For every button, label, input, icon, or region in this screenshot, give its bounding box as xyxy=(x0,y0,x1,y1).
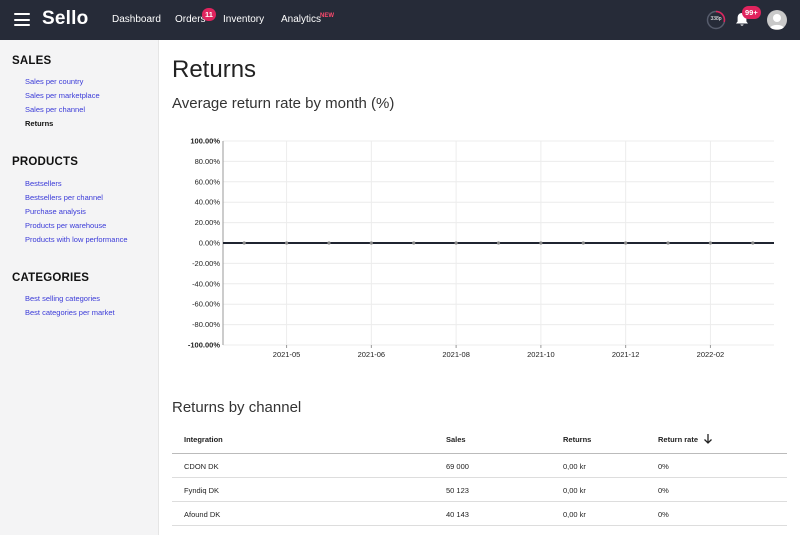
column-header-sales[interactable]: Sales xyxy=(446,435,466,444)
cell-returns: 0,00 kr xyxy=(563,510,586,519)
hamburger-icon[interactable] xyxy=(14,13,30,26)
new-tag: NEW xyxy=(320,13,334,19)
usage-label: 338p xyxy=(710,16,722,22)
sidebar-item-products-low-performance[interactable]: Products with low performance xyxy=(25,235,128,244)
data-point xyxy=(751,241,755,245)
x-tick-label: 2021-12 xyxy=(612,350,640,359)
y-tick-label: -60.00% xyxy=(192,300,220,309)
table-row[interactable]: CDON DK 69 000 0,00 kr 0% xyxy=(172,454,787,478)
cell-integration: CDON DK xyxy=(184,462,219,471)
y-tick-label: 0.00% xyxy=(199,239,221,248)
sidebar-item-sales-per-channel[interactable]: Sales per channel xyxy=(25,105,86,114)
cell-sales: 40 143 xyxy=(446,510,469,519)
chart-title: Average return rate by month (%) xyxy=(172,95,395,112)
data-point xyxy=(369,241,373,245)
column-header-integration[interactable]: Integration xyxy=(184,435,223,444)
sidebar: SALES Sales per country Sales per market… xyxy=(0,40,159,535)
nav-orders[interactable]: Orders xyxy=(175,14,206,25)
cell-return-rate: 0% xyxy=(658,462,669,471)
sidebar-item-bestsellers-per-channel[interactable]: Bestsellers per channel xyxy=(25,193,103,202)
y-tick-label: 60.00% xyxy=(195,177,221,186)
user-icon[interactable] xyxy=(767,10,787,30)
orders-count-badge: 11 xyxy=(202,8,216,21)
y-tick-label: -80.00% xyxy=(192,320,220,329)
data-point xyxy=(708,241,713,245)
return-rate-chart: 100.00% 80.00% 60.00% 40.00% 20.00% 0.00% -20.… xyxy=(188,137,774,359)
sidebar-item-best-categories-per-market[interactable]: Best categories per market xyxy=(25,308,115,317)
column-header-return-rate[interactable]: Return rate xyxy=(658,435,699,444)
sidebar-item-sales-per-country[interactable]: Sales per country xyxy=(25,77,84,86)
usage-indicator[interactable]: 338p xyxy=(706,10,726,30)
data-point xyxy=(284,241,289,245)
x-tick-label: 2021-05 xyxy=(273,350,301,359)
y-tick-label: -20.00% xyxy=(192,259,220,268)
sidebar-heading-sales: SALES xyxy=(12,55,52,67)
nav-analytics[interactable]: Analytics xyxy=(281,14,322,25)
table-row[interactable]: Afound DK 40 143 0,00 kr 0% xyxy=(172,502,787,526)
cell-integration: Afound DK xyxy=(184,510,221,519)
arrow-down-icon[interactable] xyxy=(702,432,714,444)
usage-ring-icon xyxy=(706,10,726,30)
cell-sales: 69 000 xyxy=(446,462,469,471)
data-point xyxy=(327,241,331,245)
column-header-returns[interactable]: Returns xyxy=(563,435,592,444)
y-tick-label: 20.00% xyxy=(195,218,221,227)
top-bar: Sello Dashboard Orders 11 Inventory Anal… xyxy=(0,0,800,40)
brand-logo[interactable]: Sello xyxy=(42,8,89,29)
x-tick-label: 2021-08 xyxy=(442,350,470,359)
data-point xyxy=(624,241,628,245)
cell-returns: 0,00 kr xyxy=(563,486,586,495)
x-tick-label: 2021-06 xyxy=(358,350,386,359)
sidebar-heading-categories: CATEGORIES xyxy=(12,272,90,284)
cell-integration: Fyndiq DK xyxy=(184,486,220,495)
y-tick-label: 100.00% xyxy=(190,137,220,146)
data-point xyxy=(412,241,416,245)
sidebar-item-bestsellers[interactable]: Bestsellers xyxy=(25,179,62,188)
data-point xyxy=(454,241,458,245)
cell-return-rate: 0% xyxy=(658,486,669,495)
cell-returns: 0,00 kr xyxy=(563,462,586,471)
table-row[interactable]: Fyndiq DK 50 123 0,00 kr 0% xyxy=(172,478,787,502)
notifications-badge: 99+ xyxy=(742,6,761,19)
sidebar-item-returns[interactable]: Returns xyxy=(25,119,54,128)
data-point xyxy=(539,241,543,245)
y-tick-label: -100.00% xyxy=(188,341,220,350)
cell-return-rate: 0% xyxy=(658,510,669,519)
sidebar-item-purchase-analysis[interactable]: Purchase analysis xyxy=(25,207,86,216)
nav-dashboard[interactable]: Dashboard xyxy=(112,14,161,25)
data-point xyxy=(242,241,246,245)
y-tick-label: 40.00% xyxy=(195,198,221,207)
nav-inventory[interactable]: Inventory xyxy=(223,14,265,25)
sidebar-heading-products: PRODUCTS xyxy=(12,156,79,168)
cell-sales: 50 123 xyxy=(446,486,469,495)
table-header: Integration Sales Returns Return rate xyxy=(172,425,787,454)
x-tick-label: 2021-10 xyxy=(527,350,555,359)
y-tick-label: 80.00% xyxy=(195,157,221,166)
returns-table: Integration Sales Returns Return rate CD… xyxy=(172,425,787,526)
sidebar-item-best-selling-categories[interactable]: Best selling categories xyxy=(25,294,101,303)
sidebar-item-products-per-warehouse[interactable]: Products per warehouse xyxy=(25,221,107,230)
data-point xyxy=(496,241,501,245)
page-title: Returns xyxy=(172,56,257,83)
sidebar-item-sales-per-marketplace[interactable]: Sales per marketplace xyxy=(25,91,100,100)
data-point xyxy=(581,241,585,245)
table-title: Returns by channel xyxy=(172,399,302,416)
x-tick-label: 2022-02 xyxy=(697,350,725,359)
y-tick-label: -40.00% xyxy=(192,279,220,288)
data-point xyxy=(666,241,670,245)
